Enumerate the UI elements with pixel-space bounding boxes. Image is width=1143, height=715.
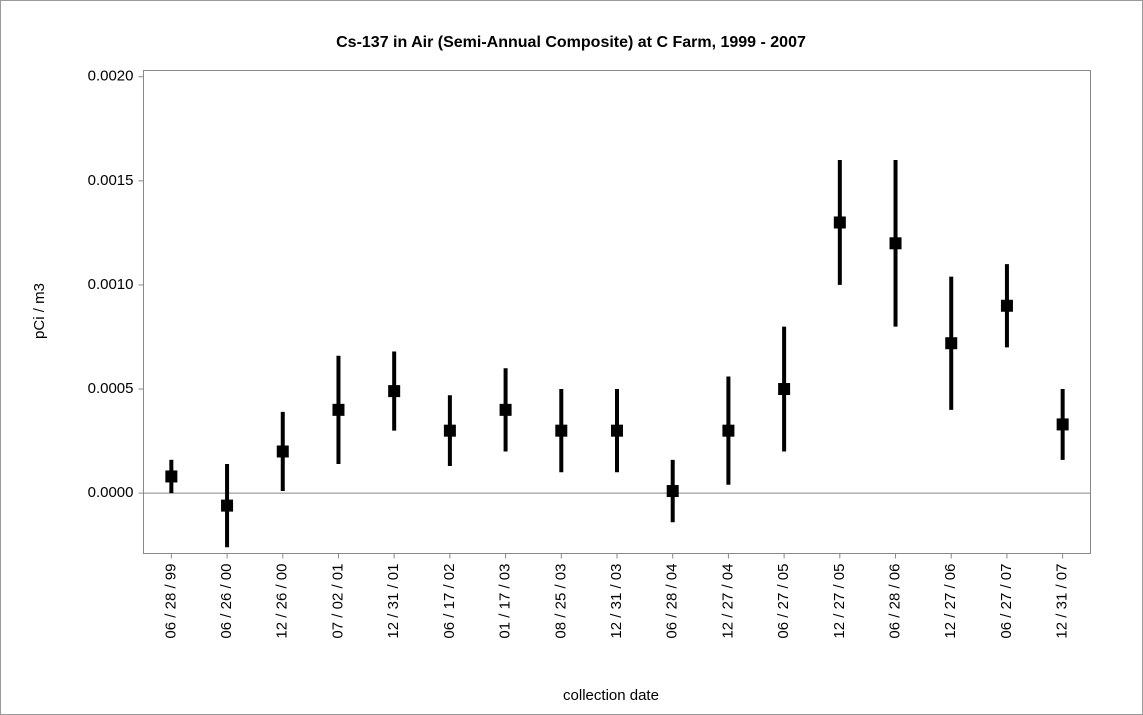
x-tick-label: 06 / 27 / 07 [998, 564, 1015, 639]
x-tick-label: 06 / 28 / 06 [886, 564, 903, 639]
x-tick-label: 06 / 28 / 04 [664, 564, 681, 639]
x-tick-label: 06 / 17 / 02 [441, 564, 458, 639]
point [388, 385, 401, 398]
x-tick-label: 12 / 26 / 00 [274, 564, 291, 639]
point [276, 445, 289, 458]
point [443, 424, 456, 437]
point [1056, 418, 1069, 431]
x-tick-label: 06 / 26 / 00 [218, 564, 235, 639]
y-tick-label: 0.0015 [88, 172, 134, 189]
x-tick-label: 12 / 31 / 07 [1054, 564, 1071, 639]
y-axis-title: pCi / m3 [31, 283, 48, 339]
x-tick-label: 12 / 27 / 05 [831, 564, 848, 639]
point [945, 337, 958, 350]
x-tick-label: 12 / 31 / 01 [385, 564, 402, 639]
x-tick-label: 12 / 31 / 03 [608, 564, 625, 639]
point [1000, 299, 1013, 312]
point [332, 403, 345, 416]
point [611, 424, 623, 437]
y-tick-label: 0.0020 [88, 68, 134, 85]
x-tick-label: 01 / 17 / 03 [497, 564, 514, 639]
x-tick-label: 08 / 25 / 03 [552, 564, 569, 639]
x-tick-label: 06 / 28 / 99 [162, 564, 179, 639]
y-tick-label: 0.0005 [88, 380, 134, 397]
x-tick-label: 07 / 02 / 01 [329, 564, 346, 639]
x-tick-label: 12 / 27 / 04 [719, 564, 736, 639]
point [221, 499, 234, 512]
x-tick-label: 12 / 27 / 06 [942, 564, 959, 639]
y-tick-label: 0.0010 [88, 276, 134, 293]
point [666, 485, 679, 498]
x-axis-title: collection date [563, 687, 659, 704]
point [833, 216, 846, 229]
y-tick-label: 0.0000 [88, 484, 134, 501]
chart-title: Cs-137 in Air (Semi-Annual Composite) at… [336, 34, 806, 51]
point [165, 470, 178, 483]
point [499, 403, 512, 416]
point [889, 237, 902, 250]
x-tick-label: 06 / 27 / 05 [775, 564, 792, 639]
point [555, 424, 568, 437]
point [778, 383, 791, 396]
point [722, 424, 735, 437]
